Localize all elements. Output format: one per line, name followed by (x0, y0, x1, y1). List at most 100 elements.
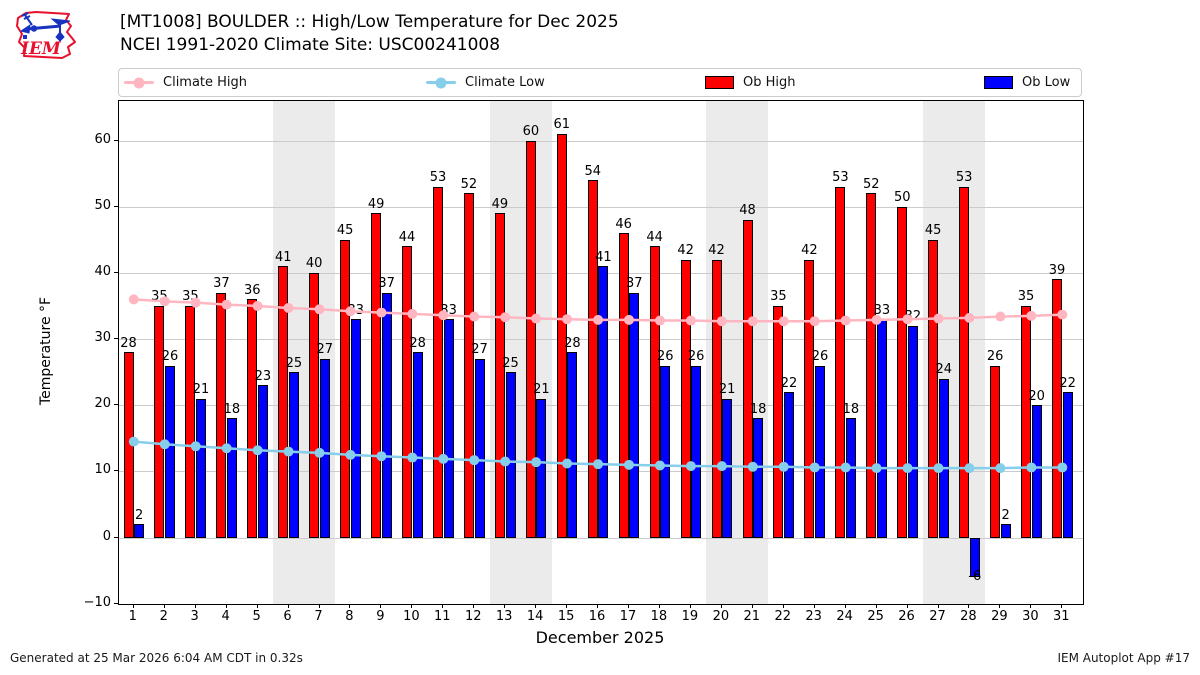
x-tick-mark (442, 604, 444, 608)
x-tick-label: 31 (1053, 609, 1070, 624)
climate-low-marker (407, 452, 418, 463)
x-tick-mark (968, 604, 970, 608)
y-tick-mark (114, 338, 118, 340)
chart-subtitle: NCEI 1991-2020 Climate Site: USC00241008 (120, 35, 501, 55)
x-tick-label: 14 (526, 609, 544, 624)
ob-low-bar (845, 418, 856, 538)
x-tick-label: 24 (836, 609, 853, 624)
ob-low-bar (381, 292, 392, 538)
x-tick-mark (287, 604, 289, 608)
ob-low-value-label: 21 (192, 382, 210, 398)
climate-lines-svg (128, 294, 1068, 474)
x-tick-label: 23 (805, 609, 822, 624)
x-tick-mark (225, 604, 227, 608)
ob-high-value-label: 45 (924, 223, 942, 239)
ob-high-value-label: 39 (1048, 262, 1066, 278)
ob-high-value-label: 35 (1017, 289, 1035, 305)
ob-high-value-label: 49 (367, 196, 385, 212)
ob-high-value-label: 28 (120, 335, 137, 351)
x-tick-mark (751, 604, 753, 608)
x-tick-mark (937, 604, 939, 608)
ob-high-value-label: 36 (244, 282, 261, 298)
ob-low-value-label: 24 (935, 362, 953, 378)
ob-low-value-label: 26 (161, 349, 179, 365)
y-tick-label: 30 (94, 330, 111, 346)
x-tick-label: 22 (774, 609, 792, 624)
climate-low-marker (252, 445, 263, 456)
plot-area: 28 2 35 26 35 21 37 18 36 23 41 25 40 27 45 33 49 37 44 28 5… (118, 100, 1084, 605)
ob-high-value-label: 48 (739, 203, 756, 219)
climate-high-marker (407, 308, 418, 319)
x-tick-label: 13 (495, 609, 513, 624)
x-tick-mark (504, 604, 506, 608)
climate-high-marker (624, 314, 634, 325)
ob-low-value-label: 21 (718, 382, 736, 398)
ob-high-bar (402, 246, 413, 538)
ob-low-value-label: 21 (533, 382, 550, 398)
ob-low-value-label: 18 (223, 401, 241, 417)
x-tick-mark (628, 604, 629, 608)
ob-high-value-label: 61 (553, 117, 571, 133)
climate-low-marker (964, 463, 975, 474)
x-tick-mark (1030, 604, 1032, 608)
ob-high-value-label: 40 (305, 256, 323, 272)
ob-low-value-label: 33 (873, 302, 891, 318)
ob-low-value-label: 22 (780, 375, 798, 391)
ob-low-value-label: -6 (968, 569, 982, 585)
x-tick-mark (473, 604, 475, 608)
ob-high-bar (216, 292, 227, 538)
y-tick-mark (114, 404, 118, 406)
climate-high-marker (221, 299, 232, 310)
x-tick-label: 20 (712, 609, 730, 624)
y-gridline (119, 206, 1083, 208)
x-tick-label: 19 (681, 609, 699, 624)
climate-low-marker (376, 451, 387, 462)
climate-high-marker (283, 302, 294, 313)
climate-low-marker (933, 463, 944, 474)
ob-high-bar (649, 246, 660, 538)
ob-high-bar (1021, 305, 1032, 538)
ob-low-bar (629, 292, 640, 538)
ob-low-value-label: 28 (564, 335, 581, 351)
x-tick-mark (597, 604, 599, 608)
climate-low-marker (159, 439, 170, 450)
x-tick-mark (875, 604, 877, 608)
weather-vane-icon (19, 12, 71, 42)
x-tick-mark (844, 604, 846, 608)
ob-low-value-label: 23 (254, 368, 272, 384)
climate-high-marker (933, 313, 944, 324)
x-tick-label: 18 (650, 609, 668, 624)
ob-low-value-label: 37 (378, 276, 395, 292)
ob-low-value-label: 28 (409, 335, 426, 351)
climate-low-marker (871, 463, 882, 474)
ob-high-value-label: 52 (460, 176, 478, 192)
x-tick-mark (132, 604, 134, 608)
x-tick-label: 27 (929, 609, 946, 624)
climate-high-marker (252, 300, 263, 311)
x-tick-label: 15 (557, 609, 575, 624)
iowa-outline-icon: IEM (16, 11, 76, 59)
x-tick-label: 2 (159, 609, 168, 624)
ob-low-value-label: 37 (626, 276, 643, 292)
ob-high-value-label: 37 (213, 276, 230, 292)
ob-high-value-label: 41 (274, 249, 292, 265)
climate-high-marker (685, 315, 696, 326)
y-gridline (119, 140, 1083, 142)
x-tick-mark (720, 604, 722, 608)
ob-low-bar (165, 365, 176, 538)
x-tick-mark (256, 604, 258, 608)
ob-high-bar (371, 213, 382, 538)
y-axis-label: Temperature °F (38, 296, 54, 406)
climate-low-line-swatch (426, 77, 456, 88)
x-tick-label: 21 (743, 609, 761, 624)
ob-low-bar (815, 365, 825, 538)
y-tick-mark (114, 139, 118, 141)
ob-low-bar (196, 398, 206, 538)
climate-high-marker (159, 296, 170, 307)
x-tick-mark (194, 604, 196, 608)
ob-low-value-label: 20 (1028, 388, 1045, 404)
ob-high-value-label: 46 (615, 216, 632, 232)
ob-low-bar (753, 418, 764, 538)
climate-high-marker (593, 314, 604, 325)
climate-high-marker (964, 312, 975, 323)
